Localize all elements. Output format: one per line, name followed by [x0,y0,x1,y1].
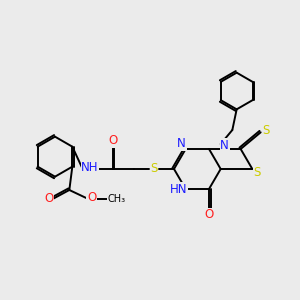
Text: HN: HN [170,183,188,196]
Text: O: O [44,193,53,206]
Text: O: O [108,134,117,147]
Text: S: S [150,163,158,176]
Text: O: O [204,208,214,221]
Text: NH: NH [81,161,99,174]
Text: CH₃: CH₃ [108,194,126,204]
Text: N: N [177,137,186,151]
Text: N: N [220,139,229,152]
Text: S: S [262,124,270,137]
Text: O: O [87,191,96,204]
Text: S: S [254,167,261,179]
